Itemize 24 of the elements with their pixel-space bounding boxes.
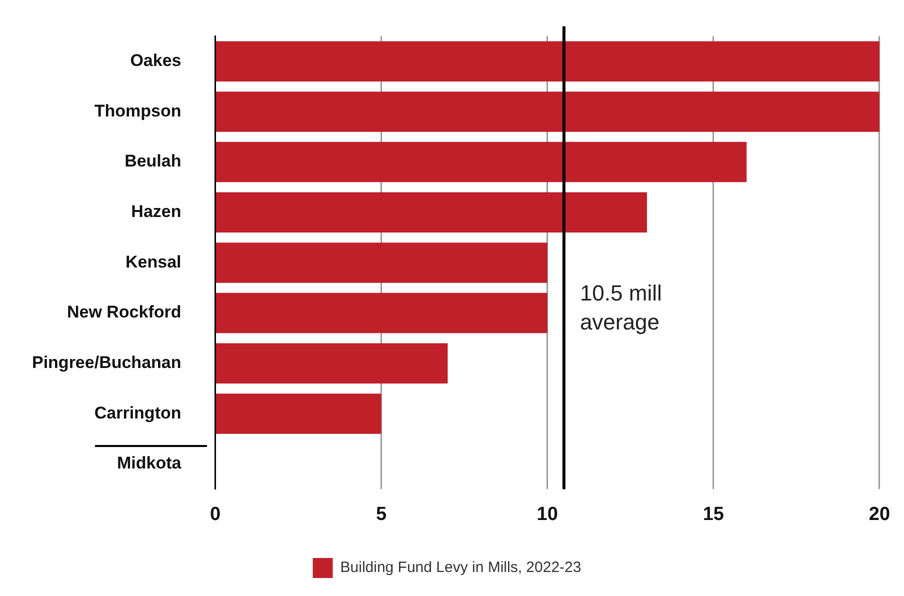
y-tick-label: Kensal bbox=[126, 252, 182, 272]
bar bbox=[216, 192, 647, 232]
y-tick-label: Carrington bbox=[94, 403, 182, 422]
x-tick-label: 10 bbox=[536, 504, 558, 525]
bar bbox=[216, 92, 880, 132]
legend-label: Building Fund Levy in Mills, 2022-23 bbox=[340, 559, 582, 576]
y-tick-label: Beulah bbox=[124, 152, 182, 171]
y-tick-label: Pingree/Buchanan bbox=[32, 353, 182, 372]
bar bbox=[216, 343, 448, 384]
y-tick-label: Thompson bbox=[94, 101, 182, 120]
y-tick-label: New Rockford bbox=[66, 302, 182, 322]
x-tick-label: 20 bbox=[868, 504, 890, 525]
y-tick-label: Hazen bbox=[131, 202, 182, 222]
x-tick-label: 15 bbox=[702, 504, 724, 525]
y-tick-label: Midkota bbox=[117, 454, 182, 473]
bar bbox=[216, 292, 548, 334]
bar bbox=[216, 142, 747, 182]
y-tick-label: Oakes bbox=[130, 51, 182, 70]
bar bbox=[216, 394, 382, 434]
bar bbox=[216, 242, 548, 283]
x-tick-label: 5 bbox=[376, 504, 388, 525]
x-tick-label: 0 bbox=[210, 504, 221, 525]
bar bbox=[216, 41, 880, 82]
ref-line-label: 10.5 mill average bbox=[580, 280, 662, 334]
